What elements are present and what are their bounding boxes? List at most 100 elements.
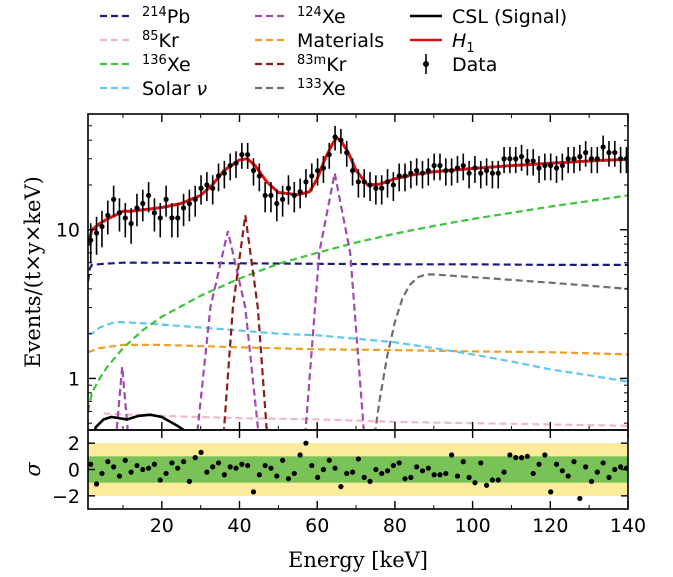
residual-point (443, 470, 449, 477)
residual-point (134, 462, 140, 469)
residual-point (221, 472, 227, 478)
residual-point (577, 495, 583, 502)
data-point (606, 150, 612, 156)
residual-point (530, 470, 536, 477)
residual-point (256, 472, 262, 478)
residual-panel: −2 0 2 20 40 60 80 100 120 140 (52, 429, 646, 537)
data-point (518, 154, 525, 160)
data-point (600, 144, 606, 150)
residual-point (396, 460, 402, 466)
main-plot-area (88, 125, 628, 430)
residual-point (163, 470, 169, 477)
data-point (274, 200, 280, 207)
x-tick-label: 60 (305, 515, 329, 537)
residual-point (122, 457, 128, 463)
series-line-materials (88, 343, 628, 356)
data-point (449, 167, 455, 174)
data-point (361, 179, 367, 185)
data-point (105, 212, 111, 218)
data-point (338, 137, 344, 143)
residual-point (548, 489, 554, 495)
data-point (472, 165, 478, 171)
residual-point (303, 440, 309, 446)
residual-point (542, 452, 548, 458)
data-point (431, 162, 437, 169)
residual-point (618, 464, 624, 470)
main-plot-frame (87, 113, 629, 431)
residual-point (99, 470, 105, 477)
residual-point (250, 489, 257, 495)
residual-point (367, 478, 373, 484)
legend-label-h1: H1 (452, 30, 475, 56)
residual-point (309, 462, 315, 469)
legend-label-solar: Solar ν (142, 78, 207, 100)
residual-point (105, 459, 111, 465)
series-line-xe133 (374, 273, 628, 430)
residual-point (478, 460, 484, 466)
legend-item-kr85: 85Kr (100, 29, 179, 52)
data-point (163, 196, 169, 202)
data-point (565, 156, 571, 162)
residual-point (524, 453, 530, 459)
residual-point (93, 481, 100, 487)
data-point (419, 170, 426, 176)
data-point (443, 167, 449, 174)
data-point (437, 162, 443, 169)
residual-point (460, 459, 466, 465)
legend-label-csl: CSL (Signal) (452, 6, 567, 28)
data-point (542, 162, 548, 169)
residual-point (379, 470, 385, 477)
data-point (478, 170, 484, 176)
residual-point (146, 465, 152, 471)
residual-y-axis-label: σ (21, 462, 45, 477)
data-point (186, 200, 192, 207)
data-point (524, 158, 530, 164)
residual-point (402, 476, 408, 482)
residual-point (454, 473, 461, 479)
residual-point (338, 484, 344, 490)
data-point (384, 179, 391, 185)
main-panel: 1 10 (56, 113, 629, 431)
x-tick-label: 80 (383, 515, 407, 537)
legend-label-xe133: 133Xe (297, 77, 346, 100)
residual-point (151, 461, 158, 467)
data-point (192, 196, 198, 202)
data-point (169, 215, 175, 221)
data-point (116, 210, 123, 216)
y-axis-label: Events/(t×y×keV) (21, 176, 45, 368)
data-point (326, 151, 332, 158)
data-point (233, 160, 239, 166)
legend-item-pb214: 214Pb (100, 5, 190, 28)
residual-point (215, 460, 222, 466)
data-point (309, 173, 315, 179)
data-point (390, 182, 396, 188)
residual-point (157, 477, 163, 483)
data-point (501, 156, 507, 162)
data-point (111, 196, 117, 202)
data-point (332, 134, 338, 140)
legend-label-kr85: 85Kr (142, 29, 179, 52)
residual-point (116, 473, 123, 479)
residual-point (373, 466, 379, 473)
legend-label-pb214: 214Pb (142, 5, 190, 28)
series-line-xe136 (88, 194, 628, 412)
residual-point (285, 476, 292, 482)
data-point (122, 215, 128, 221)
residual-point (384, 468, 391, 474)
legend-item-h1: H1 (410, 30, 475, 56)
data-point (221, 170, 227, 176)
residual-point (495, 477, 501, 483)
residual-point (332, 465, 338, 471)
data-point (425, 167, 431, 174)
residual-point (507, 452, 513, 458)
residual-point (233, 465, 239, 471)
residual-point (472, 480, 478, 486)
data-point (268, 192, 274, 199)
residual-point (291, 470, 297, 477)
data-point (507, 156, 513, 162)
residual-point (565, 473, 571, 479)
residual-point (594, 469, 600, 475)
series-line-kr83m (222, 215, 268, 430)
residual-point (326, 457, 332, 463)
